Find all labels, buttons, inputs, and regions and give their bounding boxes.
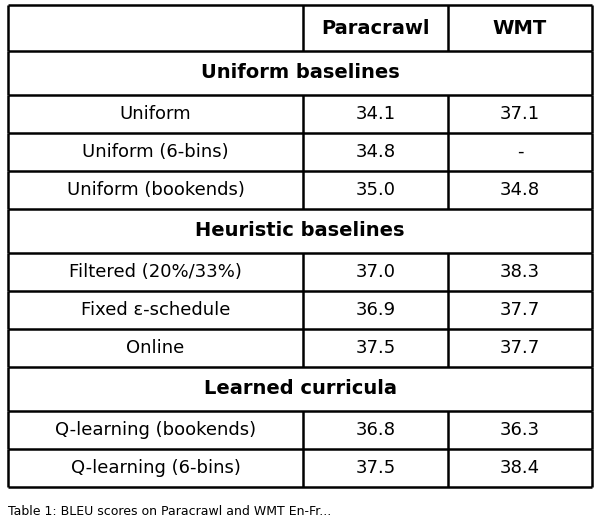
Text: Uniform: Uniform <box>119 105 191 123</box>
Text: 37.5: 37.5 <box>355 339 395 357</box>
Text: 36.8: 36.8 <box>355 421 395 439</box>
Text: Q-learning (6-bins): Q-learning (6-bins) <box>71 459 241 477</box>
Text: Heuristic baselines: Heuristic baselines <box>195 221 405 240</box>
Text: Table 1: BLEU scores on Paracrawl and WMT En-Fr...: Table 1: BLEU scores on Paracrawl and WM… <box>8 505 331 516</box>
Text: Uniform (bookends): Uniform (bookends) <box>67 181 244 199</box>
Text: Online: Online <box>127 339 185 357</box>
Text: 36.9: 36.9 <box>355 301 395 319</box>
Text: 37.5: 37.5 <box>355 459 395 477</box>
Text: 37.7: 37.7 <box>500 301 540 319</box>
Text: 36.3: 36.3 <box>500 421 540 439</box>
Text: Uniform (6-bins): Uniform (6-bins) <box>82 143 229 161</box>
Text: Uniform baselines: Uniform baselines <box>200 63 400 83</box>
Text: Fixed ε-schedule: Fixed ε-schedule <box>81 301 230 319</box>
Text: Filtered (20%/33%): Filtered (20%/33%) <box>69 263 242 281</box>
Text: 38.3: 38.3 <box>500 263 540 281</box>
Text: 35.0: 35.0 <box>355 181 395 199</box>
Text: 37.1: 37.1 <box>500 105 540 123</box>
Text: -: - <box>517 143 523 161</box>
Text: Paracrawl: Paracrawl <box>321 19 430 38</box>
Text: 34.8: 34.8 <box>355 143 395 161</box>
Text: 37.7: 37.7 <box>500 339 540 357</box>
Text: Q-learning (bookends): Q-learning (bookends) <box>55 421 256 439</box>
Text: 37.0: 37.0 <box>355 263 395 281</box>
Text: 34.1: 34.1 <box>355 105 395 123</box>
Text: 38.4: 38.4 <box>500 459 540 477</box>
Text: Learned curricula: Learned curricula <box>203 379 397 398</box>
Text: WMT: WMT <box>493 19 547 38</box>
Text: 34.8: 34.8 <box>500 181 540 199</box>
